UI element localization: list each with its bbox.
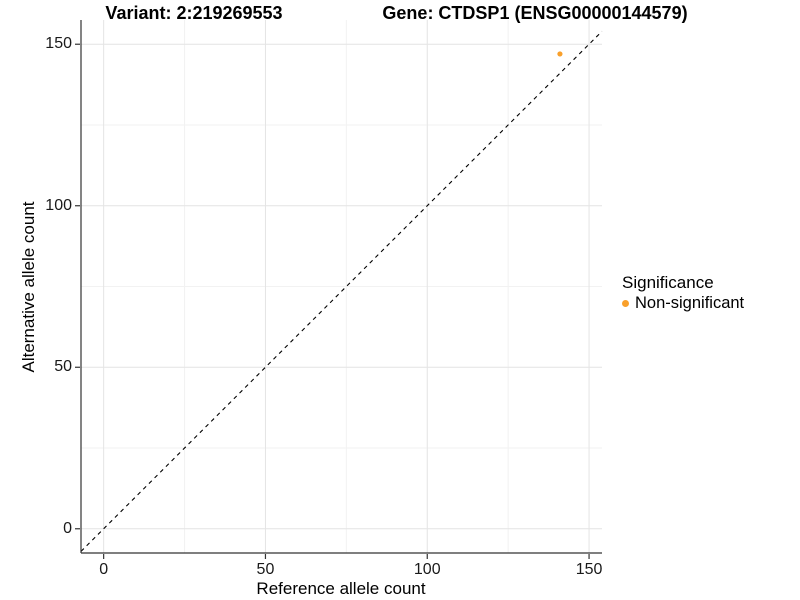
y-tick-label: 100 [45, 196, 72, 214]
y-axis-title: Alternative allele count [19, 201, 38, 373]
identity-dashed-line [80, 30, 603, 552]
legend-title: Significance [622, 273, 714, 292]
x-axis-title: Reference allele count [256, 579, 426, 598]
legend-item: Non-significant [622, 295, 744, 312]
legend: Significance Non-significant [622, 274, 744, 312]
x-tick-label: 150 [575, 561, 603, 578]
data-point [557, 51, 563, 57]
x-tick-label: 100 [413, 561, 441, 578]
legend-item-label: Non-significant [635, 294, 745, 312]
y-tick-label: 150 [45, 35, 72, 53]
legend-point-icon [622, 299, 629, 307]
y-tick-label: 0 [63, 519, 72, 537]
variant-title: Variant: 2:219269553 [105, 3, 283, 23]
x-tick-label: 50 [256, 561, 275, 578]
x-tick-label: 0 [99, 561, 109, 578]
y-tick-label: 50 [54, 358, 72, 376]
gene-title: Gene: CTDSP1 (ENSG00000144579) [382, 3, 688, 23]
